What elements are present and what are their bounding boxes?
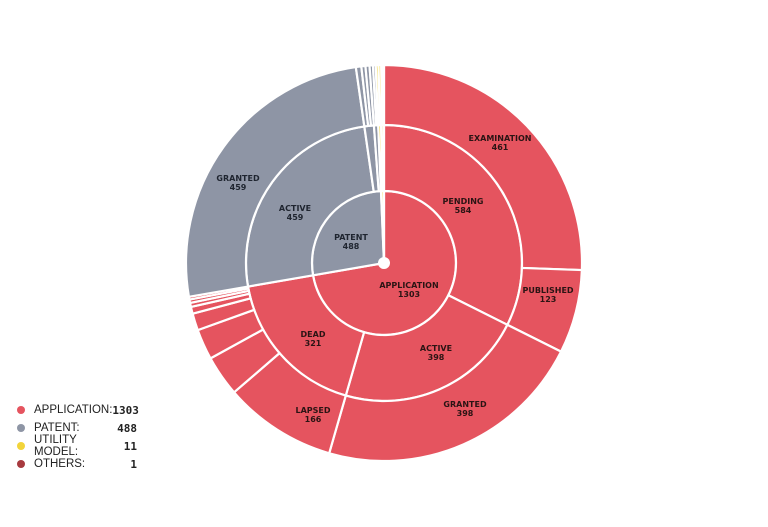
legend-value: 11 (123, 439, 137, 453)
label-active-value: 459 (287, 213, 304, 222)
label-granted-name: GRANTED (443, 400, 487, 409)
legend: APPLICATION: 1303 PATENT: 488 UTILITY MO… (17, 401, 139, 473)
ring3-patent-granted-11[interactable] (184, 65, 366, 298)
legend-swatch-application (17, 406, 25, 414)
legend-item-patent[interactable]: PATENT: 488 (17, 419, 137, 437)
sunburst-rings (184, 63, 584, 463)
legend-item-application[interactable]: APPLICATION: 1303 (17, 401, 139, 419)
label-lapsed-name: LAPSED (295, 406, 330, 415)
legend-value: 1303 (112, 403, 139, 417)
label-patent-value: 488 (343, 242, 360, 251)
label-lapsed-value: 166 (305, 415, 322, 424)
legend-swatch-utility-model (17, 442, 25, 450)
label-dead-value: 321 (305, 339, 322, 348)
label-active-name: ACTIVE (279, 204, 311, 213)
legend-item-others[interactable]: OTHERS: 1 (17, 455, 137, 473)
label-pending-value: 584 (455, 206, 472, 215)
label-pending-name: PENDING (443, 197, 484, 206)
label-examination-value: 461 (492, 143, 509, 152)
label-granted-name: GRANTED (216, 174, 260, 183)
ring3-others-segment-20[interactable] (382, 63, 386, 127)
legend-swatch-others (17, 460, 25, 468)
label-examination-name: EXAMINATION (469, 134, 532, 143)
label-granted-value: 398 (457, 409, 474, 418)
label-published-name: PUBLISHED (522, 286, 573, 295)
legend-value: 488 (117, 421, 137, 435)
legend-swatch-patent (17, 424, 25, 432)
label-published-value: 123 (540, 295, 557, 304)
legend-label: UTILITY MODEL: (34, 434, 79, 458)
label-active-value: 398 (428, 353, 445, 362)
label-granted-value: 459 (230, 183, 247, 192)
ring3-application-examination-0[interactable] (382, 63, 584, 272)
label-dead-name: DEAD (301, 330, 326, 339)
legend-label: APPLICATION: (34, 404, 113, 416)
label-application-name: APPLICATION (379, 281, 438, 290)
label-application-value: 1303 (398, 290, 420, 299)
label-active-name: ACTIVE (420, 344, 452, 353)
legend-value: 1 (130, 457, 137, 471)
legend-label: OTHERS: (34, 458, 86, 470)
center-hole (378, 257, 390, 269)
legend-item-utility-model[interactable]: UTILITY MODEL: 11 (17, 434, 137, 458)
label-patent-name: PATENT (334, 233, 368, 242)
legend-label: PATENT: (34, 422, 80, 434)
